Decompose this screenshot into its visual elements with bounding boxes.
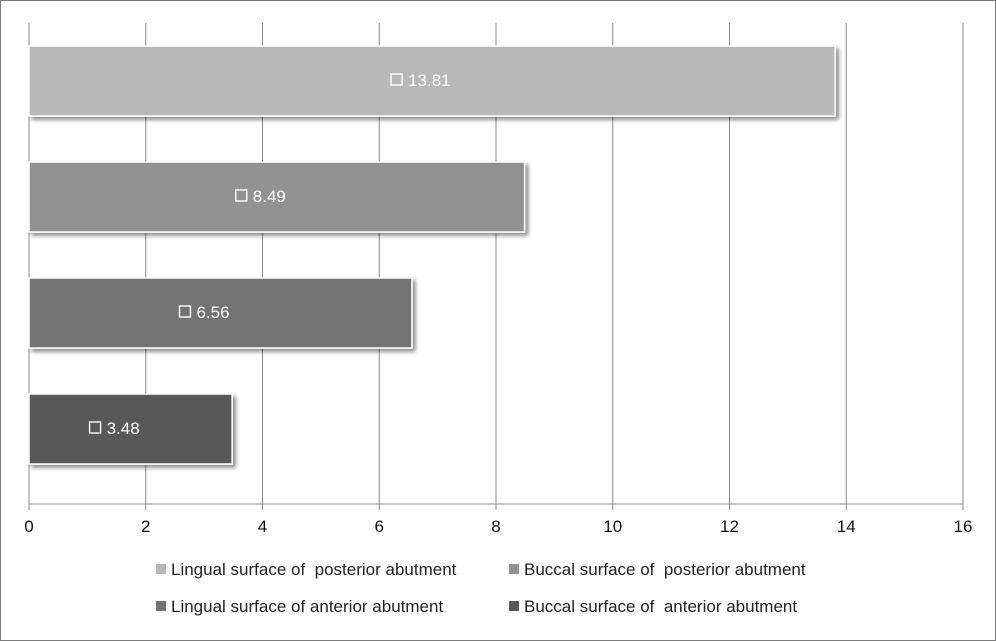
x-tick-label: 2 — [141, 517, 150, 536]
legend-label: Buccal surface of anterior abutment — [524, 597, 797, 616]
legend-label: Lingual surface of posterior abutment — [171, 560, 457, 579]
x-tick-label: 4 — [258, 517, 267, 536]
data-label: 8.49 — [253, 187, 286, 206]
data-label-marker — [88, 421, 102, 434]
data-label-marker — [390, 73, 403, 86]
legend: Lingual surface of posterior abutment Buc… — [156, 560, 806, 616]
legend-swatch — [509, 601, 519, 611]
bar — [28, 393, 233, 465]
legend-swatch — [156, 601, 166, 611]
x-tick-label: 12 — [720, 517, 739, 536]
bar — [28, 277, 413, 349]
x-axis: 0 2 4 6 8 10 12 14 16 — [24, 503, 973, 536]
legend-swatch — [509, 564, 519, 574]
legend-swatch — [156, 564, 166, 574]
data-label: 3.48 — [107, 419, 140, 438]
x-tick-label: 0 — [24, 517, 33, 536]
bar — [28, 161, 526, 233]
data-label-marker — [235, 189, 248, 202]
data-label: 6.56 — [196, 303, 229, 322]
x-tick-label: 14 — [837, 517, 856, 536]
x-tick-label: 6 — [375, 517, 384, 536]
legend-label: Lingual surface of anterior abutment — [171, 597, 443, 616]
data-label: 13.81 — [408, 71, 451, 90]
data-label-marker — [178, 305, 192, 318]
bar — [28, 45, 836, 117]
legend-label: Buccal surface of posterior abutment — [524, 560, 806, 579]
x-tick-label: 16 — [954, 517, 973, 536]
bars: 13.81 8.49 6.56 3.48 — [28, 45, 836, 465]
x-tick-label: 8 — [491, 517, 500, 536]
x-tick-label: 10 — [603, 517, 622, 536]
